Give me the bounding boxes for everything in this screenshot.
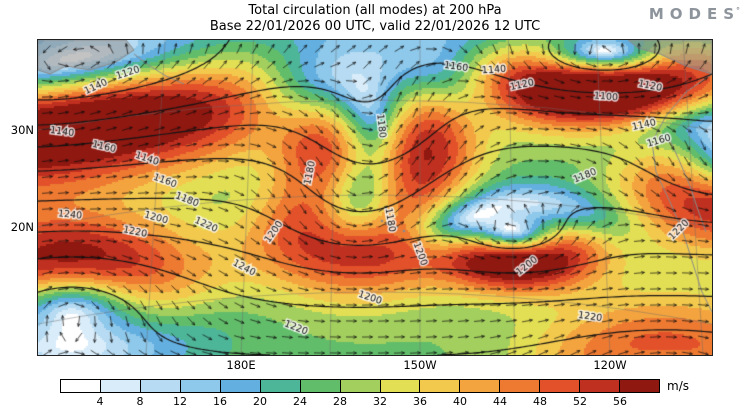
- colorbar-tick-label: 40: [453, 395, 467, 408]
- modes-logo-text: MODES: [648, 5, 740, 23]
- modes-logo-mark: °: [736, 6, 740, 15]
- colorbar-tick-label: 48: [533, 395, 547, 408]
- colorbar-cell: [300, 380, 341, 392]
- colorbar-tick-label: 12: [173, 395, 187, 408]
- colorbar-tick-label: 16: [213, 395, 227, 408]
- colorbar-cell: [420, 380, 461, 392]
- colorbar-cell: [500, 380, 541, 392]
- colorbar-tick-label: 28: [333, 395, 347, 408]
- lon-label-120w: 120W: [593, 358, 627, 372]
- map-canvas: [37, 39, 713, 356]
- colorbar-cell: [100, 380, 141, 392]
- colorbar-cell: [180, 380, 221, 392]
- colorbar-cell: [380, 380, 421, 392]
- colorbar-cell: [140, 380, 181, 392]
- lon-label-180e: 180E: [226, 358, 256, 372]
- colorbar-tick-label: 36: [413, 395, 427, 408]
- chart-header: Total circulation (all modes) at 200 hPa…: [0, 3, 750, 35]
- colorbar-units: m/s: [667, 379, 689, 393]
- colorbar-tick-label: 20: [253, 395, 267, 408]
- lat-label-30n: 30N: [10, 123, 34, 137]
- colorbar-cell: [340, 380, 381, 392]
- colorbar-tick-label: 52: [573, 395, 587, 408]
- colorbar-cell: [580, 380, 621, 392]
- colorbar-tick-label: 24: [293, 395, 307, 408]
- colorbar-tick-label: 56: [613, 395, 627, 408]
- chart-subtitle: Base 22/01/2026 00 UTC, valid 22/01/2026…: [209, 19, 541, 34]
- colorbar-cell: [540, 380, 581, 392]
- modes-logo: MODES°: [649, 5, 740, 23]
- colorbar-tick-label: 44: [493, 395, 507, 408]
- chart-title: Total circulation (all modes) at 200 hPa: [248, 3, 502, 18]
- colorbar-cell: [260, 380, 301, 392]
- colorbar-tick-label: 8: [136, 395, 144, 408]
- colorbar: [60, 379, 660, 393]
- colorbar-cell: [620, 380, 660, 392]
- colorbar-tick-label: 32: [373, 395, 387, 408]
- lat-label-20n: 20N: [10, 220, 34, 234]
- colorbar-tick-label: 4: [96, 395, 104, 408]
- lon-label-150w: 150W: [403, 358, 437, 372]
- colorbar-cell: [220, 380, 261, 392]
- colorbar-cell: [61, 380, 101, 392]
- colorbar-cell: [460, 380, 501, 392]
